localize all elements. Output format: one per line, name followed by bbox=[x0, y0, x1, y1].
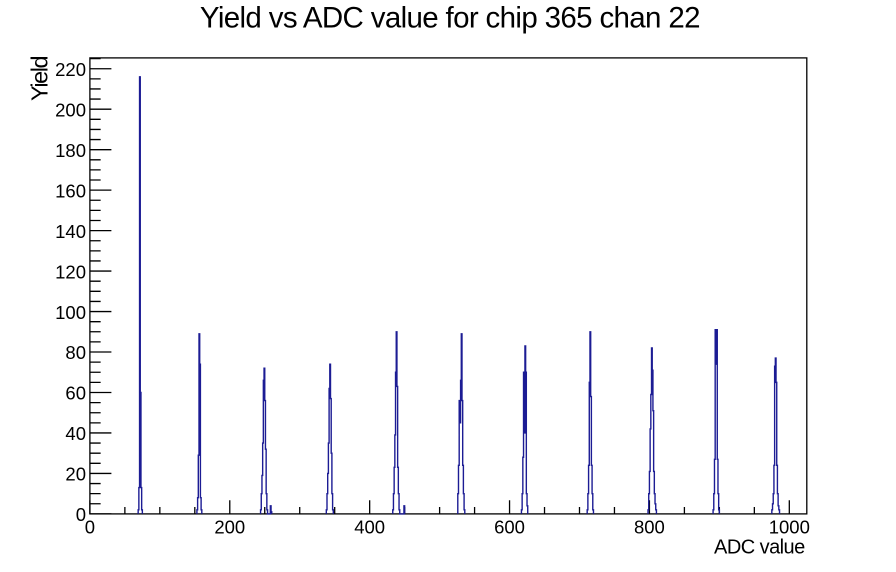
svg-text:600: 600 bbox=[494, 516, 525, 537]
svg-text:220: 220 bbox=[55, 59, 86, 80]
svg-text:20: 20 bbox=[65, 464, 86, 485]
svg-text:400: 400 bbox=[354, 516, 385, 537]
svg-text:120: 120 bbox=[55, 261, 86, 282]
svg-text:0: 0 bbox=[76, 504, 86, 525]
svg-text:Yield: Yield bbox=[26, 56, 52, 101]
svg-text:0: 0 bbox=[85, 516, 95, 537]
svg-text:1000: 1000 bbox=[769, 516, 810, 537]
svg-text:180: 180 bbox=[55, 140, 86, 161]
svg-text:80: 80 bbox=[65, 342, 86, 363]
svg-text:200: 200 bbox=[214, 516, 245, 537]
svg-text:200: 200 bbox=[55, 99, 86, 120]
svg-text:800: 800 bbox=[634, 516, 665, 537]
svg-text:140: 140 bbox=[55, 221, 86, 242]
svg-text:160: 160 bbox=[55, 180, 86, 201]
svg-text:ADC value: ADC value bbox=[714, 537, 805, 559]
svg-text:60: 60 bbox=[65, 383, 86, 404]
svg-text:100: 100 bbox=[55, 302, 86, 323]
svg-text:Yield vs ADC value for chip 36: Yield vs ADC value for chip 365 chan 22 bbox=[200, 2, 700, 35]
svg-text:40: 40 bbox=[65, 423, 86, 444]
